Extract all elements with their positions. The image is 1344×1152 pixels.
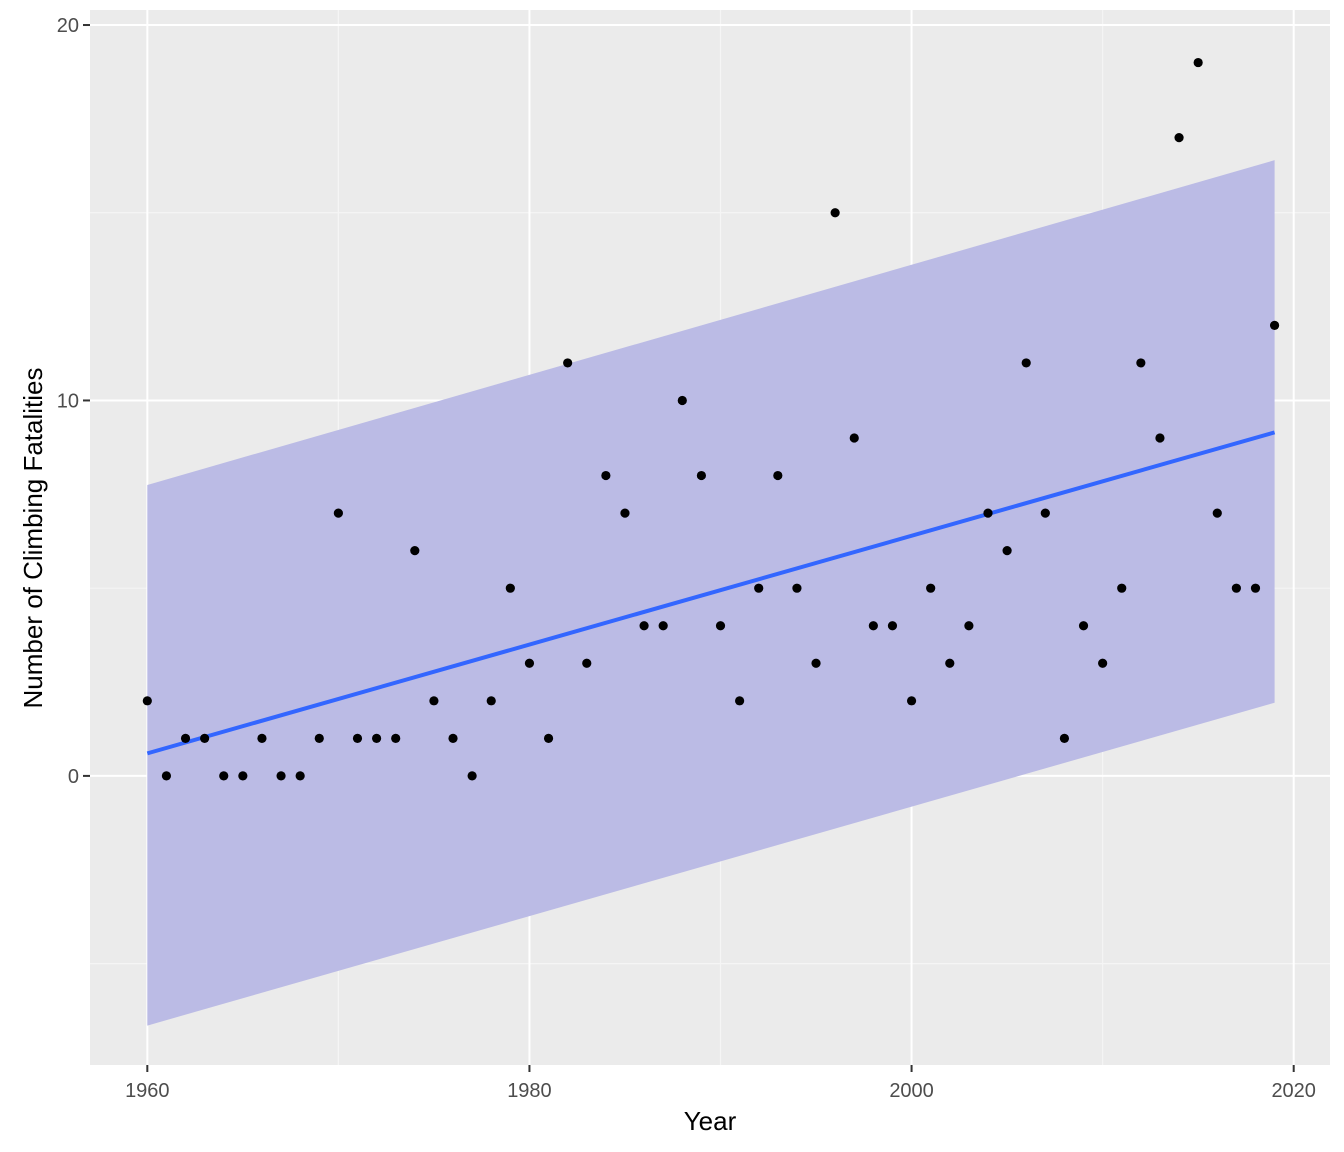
data-point bbox=[658, 621, 668, 631]
data-point bbox=[983, 508, 993, 518]
data-point bbox=[792, 583, 802, 593]
data-point bbox=[200, 733, 210, 743]
data-point bbox=[906, 696, 917, 706]
x-tick-label: 1980 bbox=[507, 1080, 552, 1102]
data-point bbox=[582, 658, 592, 668]
data-point bbox=[161, 771, 172, 781]
data-point bbox=[391, 733, 401, 743]
y-tick-label: 20 bbox=[57, 15, 79, 37]
data-point bbox=[1212, 508, 1222, 518]
y-tick-label: 0 bbox=[68, 766, 79, 788]
y-tick-label: 10 bbox=[57, 390, 79, 412]
data-point bbox=[180, 733, 191, 743]
data-point bbox=[735, 696, 745, 706]
data-point bbox=[219, 771, 229, 781]
data-point bbox=[601, 470, 611, 481]
data-point bbox=[524, 658, 535, 668]
x-tick-label: 2000 bbox=[889, 1080, 934, 1102]
data-point bbox=[1231, 583, 1241, 593]
data-point bbox=[142, 696, 152, 706]
data-point bbox=[486, 696, 496, 706]
data-point bbox=[1117, 583, 1127, 593]
x-tick-label: 1960 bbox=[125, 1080, 170, 1102]
data-point bbox=[257, 733, 267, 743]
data-point bbox=[811, 658, 821, 668]
data-point bbox=[926, 583, 936, 593]
y-axis-title: Number of Climbing Fatalities bbox=[18, 367, 48, 708]
data-point bbox=[1078, 621, 1089, 631]
x-axis-title: Year bbox=[684, 1106, 737, 1136]
data-point bbox=[505, 583, 515, 593]
data-point bbox=[1269, 320, 1280, 330]
data-point bbox=[849, 433, 859, 443]
data-point bbox=[1174, 133, 1184, 143]
regression-line bbox=[146, 430, 1276, 756]
data-point bbox=[352, 733, 363, 743]
data-point bbox=[715, 621, 726, 631]
data-point bbox=[314, 733, 324, 743]
data-point bbox=[1002, 546, 1012, 556]
data-point bbox=[371, 733, 382, 743]
data-point bbox=[1040, 508, 1050, 518]
y-tick-labels: 0 10 20 bbox=[57, 15, 79, 788]
data-point bbox=[333, 508, 343, 518]
data-point bbox=[677, 395, 687, 406]
data-point bbox=[1250, 583, 1261, 593]
data-point bbox=[1155, 433, 1165, 443]
data-point bbox=[945, 658, 955, 668]
data-point bbox=[429, 696, 439, 706]
data-point bbox=[1021, 358, 1031, 368]
data-point bbox=[543, 733, 554, 743]
data-point bbox=[1059, 733, 1070, 743]
data-point bbox=[773, 470, 783, 481]
data-point bbox=[830, 208, 840, 218]
x-tick-labels: 1960 1980 2000 2020 bbox=[125, 1080, 1316, 1102]
data-point bbox=[276, 771, 286, 781]
data-point bbox=[1098, 658, 1108, 668]
data-point bbox=[448, 733, 458, 743]
axis-ticks bbox=[83, 24, 1295, 1072]
data-point bbox=[639, 621, 649, 631]
data-point bbox=[887, 621, 898, 631]
data-point bbox=[295, 771, 305, 781]
x-tick-label: 2020 bbox=[1271, 1080, 1316, 1102]
data-point bbox=[563, 358, 573, 368]
data-point bbox=[696, 470, 707, 481]
data-point bbox=[1193, 57, 1203, 68]
data-point bbox=[620, 508, 630, 518]
data-point bbox=[1136, 358, 1146, 368]
data-point bbox=[754, 583, 764, 593]
data-point bbox=[410, 546, 420, 556]
data-point bbox=[964, 621, 974, 631]
data-point bbox=[868, 621, 878, 631]
data-point bbox=[467, 771, 477, 781]
data-point bbox=[238, 771, 248, 781]
data-points bbox=[142, 57, 1280, 781]
